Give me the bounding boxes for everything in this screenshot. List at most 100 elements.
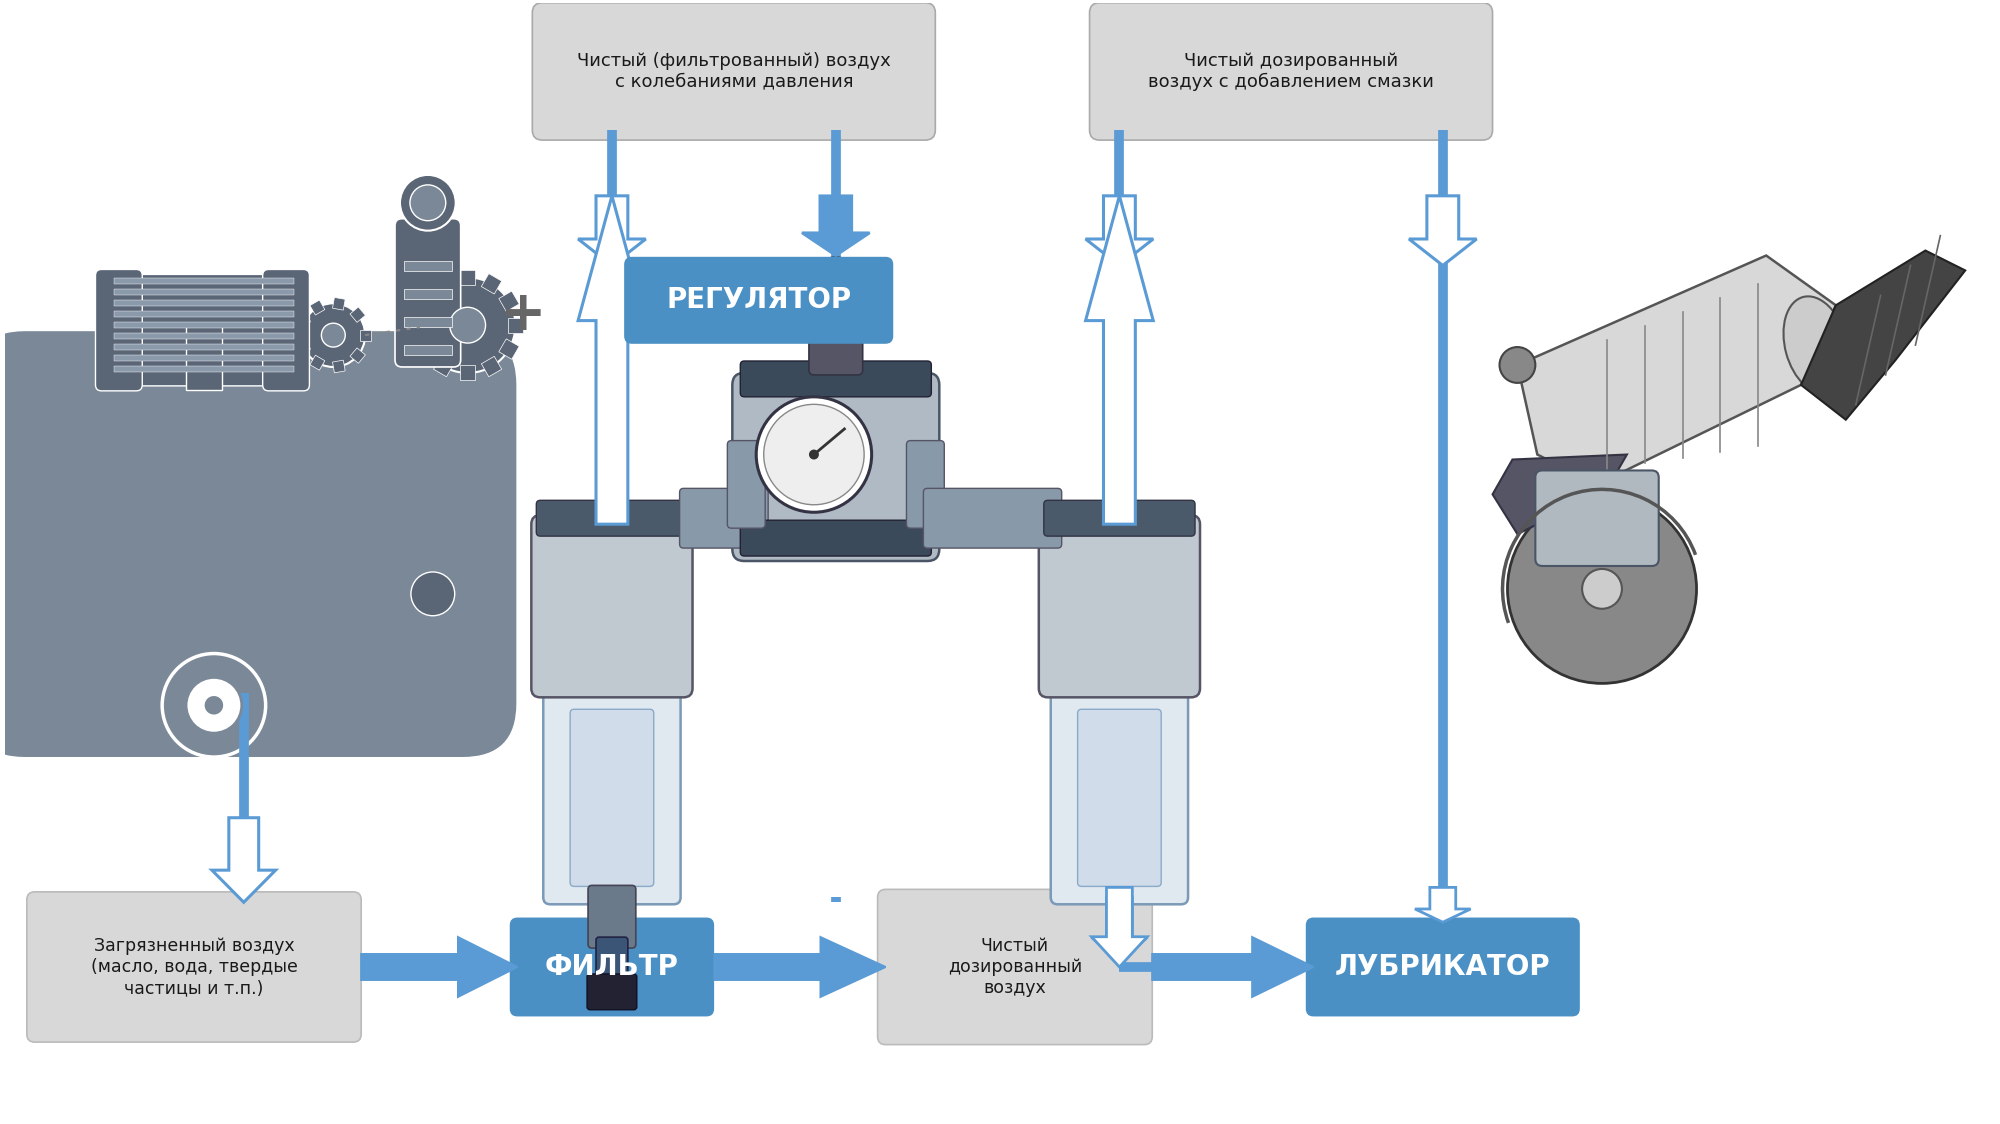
Bar — [114, 355, 294, 361]
Bar — [114, 278, 294, 283]
Bar — [350, 348, 366, 363]
Bar — [460, 365, 476, 380]
Bar — [296, 339, 310, 353]
Circle shape — [186, 678, 242, 733]
Polygon shape — [1492, 454, 1626, 534]
Bar — [332, 298, 346, 310]
Text: ФИЛЬТР: ФИЛЬТР — [544, 953, 678, 981]
FancyBboxPatch shape — [808, 315, 862, 375]
Circle shape — [1500, 347, 1536, 383]
Ellipse shape — [1784, 297, 1848, 393]
Bar — [310, 300, 324, 315]
Circle shape — [322, 324, 346, 347]
Bar — [114, 311, 294, 317]
FancyBboxPatch shape — [1038, 515, 1200, 697]
Text: Загрязненный воздух
(масло, вода, твердые
частицы и т.п.): Загрязненный воздух (масло, вода, тверды… — [90, 937, 298, 997]
FancyBboxPatch shape — [1044, 500, 1196, 536]
Bar — [460, 270, 476, 284]
FancyBboxPatch shape — [680, 488, 768, 549]
Polygon shape — [1092, 887, 1148, 967]
Polygon shape — [1408, 196, 1476, 265]
Polygon shape — [1414, 887, 1470, 922]
FancyBboxPatch shape — [104, 274, 304, 386]
Polygon shape — [1802, 251, 1966, 419]
Bar — [296, 317, 310, 332]
Circle shape — [410, 572, 454, 616]
FancyBboxPatch shape — [396, 219, 460, 366]
Text: ЛУБРИКАТОР: ЛУБРИКАТОР — [1334, 953, 1550, 981]
Text: Чистый дозированный
воздух с добавлением смазки: Чистый дозированный воздух с добавлением… — [1148, 52, 1434, 91]
Circle shape — [1582, 569, 1622, 609]
Polygon shape — [362, 937, 518, 997]
Bar — [310, 355, 324, 370]
FancyBboxPatch shape — [510, 918, 714, 1016]
Ellipse shape — [1508, 495, 1696, 683]
FancyBboxPatch shape — [532, 515, 692, 697]
Bar — [482, 356, 502, 377]
FancyBboxPatch shape — [924, 488, 1062, 549]
Bar — [416, 291, 436, 311]
Circle shape — [798, 257, 874, 333]
FancyBboxPatch shape — [1078, 709, 1162, 887]
Bar — [508, 318, 522, 333]
Polygon shape — [578, 196, 646, 265]
Bar — [482, 273, 502, 294]
FancyBboxPatch shape — [740, 361, 932, 397]
Bar — [114, 300, 294, 306]
FancyBboxPatch shape — [570, 709, 654, 887]
Bar — [404, 289, 452, 299]
Circle shape — [204, 696, 224, 715]
Bar — [434, 356, 454, 377]
Bar — [434, 273, 454, 294]
Polygon shape — [1092, 897, 1148, 962]
FancyBboxPatch shape — [624, 257, 892, 343]
Circle shape — [764, 405, 864, 505]
FancyBboxPatch shape — [732, 373, 940, 561]
Polygon shape — [1086, 196, 1154, 265]
FancyBboxPatch shape — [1306, 918, 1580, 1016]
FancyBboxPatch shape — [906, 441, 944, 528]
Polygon shape — [714, 937, 886, 997]
Text: РЕГУЛЯТОР: РЕГУЛЯТОР — [666, 287, 852, 315]
Text: Чистый
дозированный
воздух: Чистый дозированный воздух — [948, 937, 1082, 997]
Bar — [114, 366, 294, 372]
Circle shape — [808, 450, 818, 460]
Bar — [498, 338, 520, 360]
Circle shape — [450, 307, 486, 343]
Bar — [114, 289, 294, 294]
Bar — [416, 338, 436, 360]
Circle shape — [756, 397, 872, 513]
Bar — [412, 318, 428, 333]
Bar — [404, 317, 452, 327]
FancyBboxPatch shape — [596, 937, 628, 982]
Polygon shape — [212, 818, 276, 903]
FancyBboxPatch shape — [532, 2, 936, 140]
FancyBboxPatch shape — [1090, 2, 1492, 140]
Bar — [114, 333, 294, 339]
Polygon shape — [1152, 937, 1314, 997]
Polygon shape — [1518, 255, 1836, 484]
FancyBboxPatch shape — [878, 889, 1152, 1044]
Bar — [114, 344, 294, 350]
Bar — [186, 325, 222, 390]
FancyBboxPatch shape — [588, 886, 636, 948]
Text: Чистый (фильтрованный) воздух
с колебаниями давления: Чистый (фильтрованный) воздух с колебани… — [576, 52, 890, 91]
Bar — [332, 360, 346, 373]
FancyBboxPatch shape — [1536, 471, 1658, 566]
FancyBboxPatch shape — [96, 270, 142, 391]
Bar — [350, 307, 366, 323]
FancyBboxPatch shape — [0, 330, 518, 758]
FancyBboxPatch shape — [588, 975, 636, 1009]
FancyBboxPatch shape — [740, 520, 932, 556]
Bar — [114, 321, 294, 328]
Polygon shape — [802, 196, 870, 255]
FancyBboxPatch shape — [544, 681, 680, 905]
Bar — [404, 262, 452, 271]
FancyBboxPatch shape — [728, 441, 766, 528]
Circle shape — [420, 278, 516, 373]
FancyBboxPatch shape — [536, 500, 688, 536]
Circle shape — [410, 184, 446, 220]
Text: +: + — [500, 288, 546, 342]
Bar — [360, 329, 370, 341]
FancyBboxPatch shape — [1050, 681, 1188, 905]
